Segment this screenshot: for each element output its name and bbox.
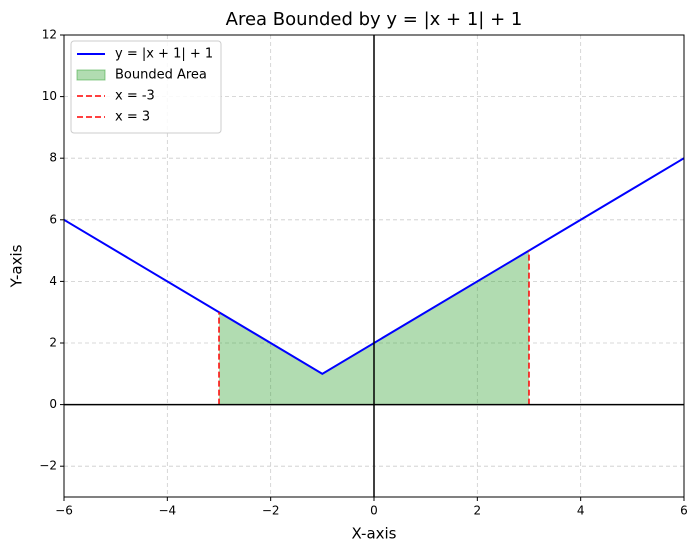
- y-tick-label: −2: [39, 459, 57, 473]
- y-tick-label: 8: [49, 151, 57, 165]
- y-tick-label: 6: [49, 212, 57, 226]
- legend-text: Bounded Area: [115, 68, 207, 83]
- plot-frame: [63, 34, 685, 498]
- y-tick-label: 4: [49, 274, 57, 288]
- y-tick-label: 12: [42, 28, 57, 42]
- legend-text: x = 3: [115, 110, 150, 125]
- x-tick-label: 0: [370, 504, 378, 518]
- x-tick-label: 2: [474, 504, 482, 518]
- legend-box: [70, 40, 222, 134]
- y-axis-label: Y-axis: [8, 244, 26, 288]
- x-axis-label: X-axis: [352, 525, 397, 543]
- legend-text: y = |x + 1| + 1: [115, 47, 213, 62]
- chart-title: Area Bounded by y = |x + 1| + 1: [226, 9, 523, 30]
- line: [63, 157, 685, 375]
- area: [219, 250, 529, 405]
- legend-swatch: [76, 69, 106, 81]
- x-tick-label: 4: [577, 504, 585, 518]
- y-tick-label: 10: [42, 89, 57, 103]
- y-tick-label: 2: [49, 336, 57, 350]
- y-tick-label: 0: [49, 397, 57, 411]
- x-tick-label: −4: [158, 504, 176, 518]
- x-tick-label: −2: [262, 504, 280, 518]
- x-tick-label: −6: [55, 504, 73, 518]
- x-tick-label: 6: [680, 504, 688, 518]
- legend-text: x = -3: [115, 89, 155, 104]
